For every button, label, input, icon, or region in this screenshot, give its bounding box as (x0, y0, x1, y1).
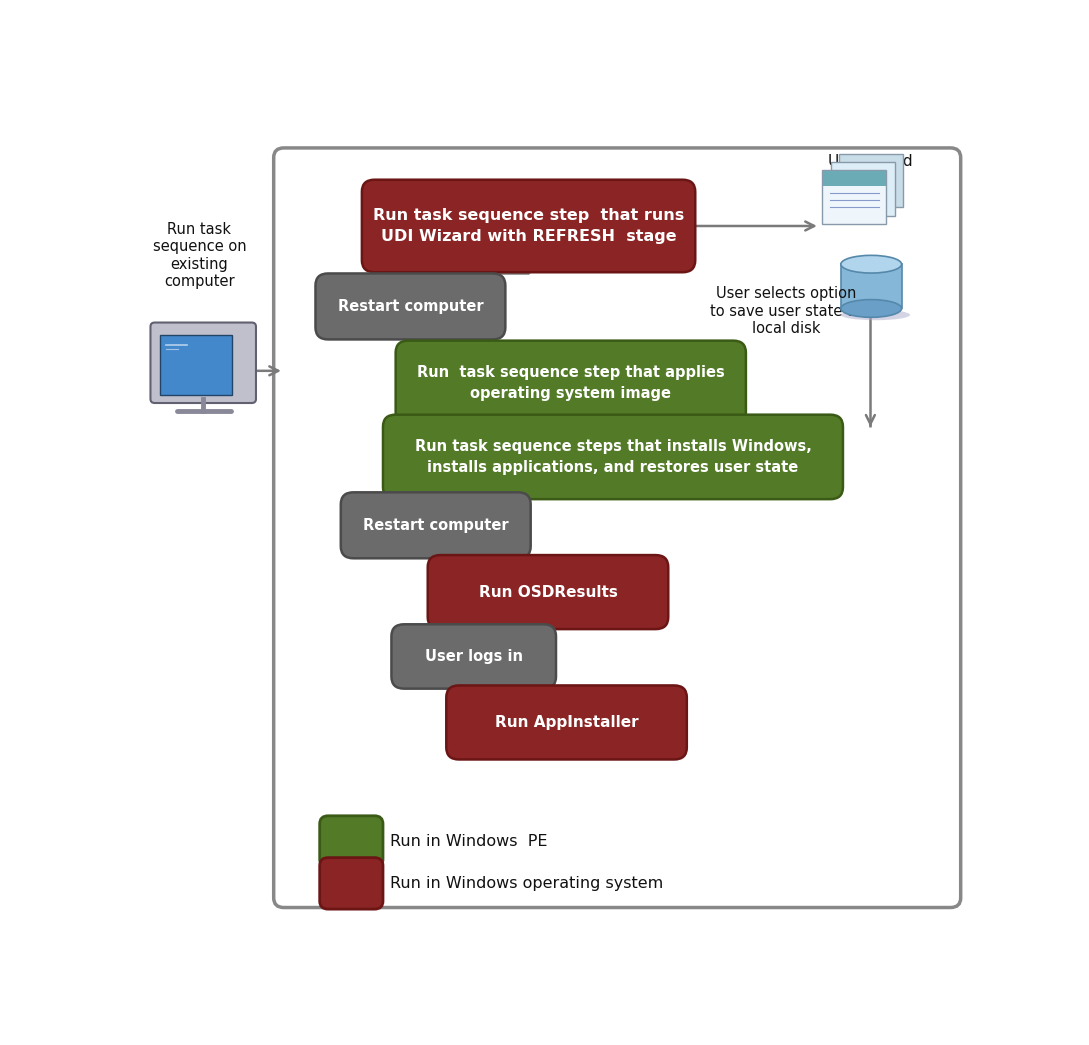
Text: User logs in: User logs in (425, 649, 523, 664)
FancyBboxPatch shape (273, 148, 960, 907)
FancyBboxPatch shape (446, 686, 687, 760)
FancyBboxPatch shape (160, 335, 232, 395)
Text: Restart computer: Restart computer (363, 518, 509, 533)
Text: Run OSDResults: Run OSDResults (478, 584, 617, 600)
FancyBboxPatch shape (840, 155, 903, 208)
Text: Run task sequence steps that installs Windows,
installs applications, and restor: Run task sequence steps that installs Wi… (415, 439, 811, 474)
FancyBboxPatch shape (841, 264, 902, 308)
FancyBboxPatch shape (320, 858, 383, 909)
FancyBboxPatch shape (831, 162, 895, 215)
FancyBboxPatch shape (316, 274, 505, 340)
FancyBboxPatch shape (823, 171, 885, 186)
Text: User selects option
to save user state to
local disk: User selects option to save user state t… (710, 286, 861, 336)
FancyBboxPatch shape (150, 323, 256, 403)
Ellipse shape (841, 300, 902, 318)
FancyBboxPatch shape (320, 816, 383, 867)
FancyBboxPatch shape (395, 341, 746, 425)
Text: Run task sequence step  that runs
UDI Wizard with REFRESH  stage: Run task sequence step that runs UDI Wiz… (372, 208, 684, 243)
Ellipse shape (841, 255, 902, 273)
FancyBboxPatch shape (822, 170, 886, 224)
FancyBboxPatch shape (428, 555, 669, 629)
Text: Run in Windows operating system: Run in Windows operating system (390, 876, 663, 891)
Text: Run AppInstaller: Run AppInstaller (494, 715, 638, 730)
Text: UDI Wizard: UDI Wizard (828, 154, 913, 168)
FancyBboxPatch shape (341, 492, 530, 558)
Text: Restart computer: Restart computer (338, 299, 484, 313)
FancyBboxPatch shape (391, 624, 556, 689)
FancyBboxPatch shape (383, 415, 843, 500)
Text: Run in Windows  PE: Run in Windows PE (390, 834, 548, 849)
FancyBboxPatch shape (362, 180, 695, 273)
Text: Run  task sequence step that applies
operating system image: Run task sequence step that applies oper… (417, 365, 724, 400)
Text: Run task
sequence on
existing
computer: Run task sequence on existing computer (152, 222, 246, 289)
Ellipse shape (841, 309, 910, 320)
